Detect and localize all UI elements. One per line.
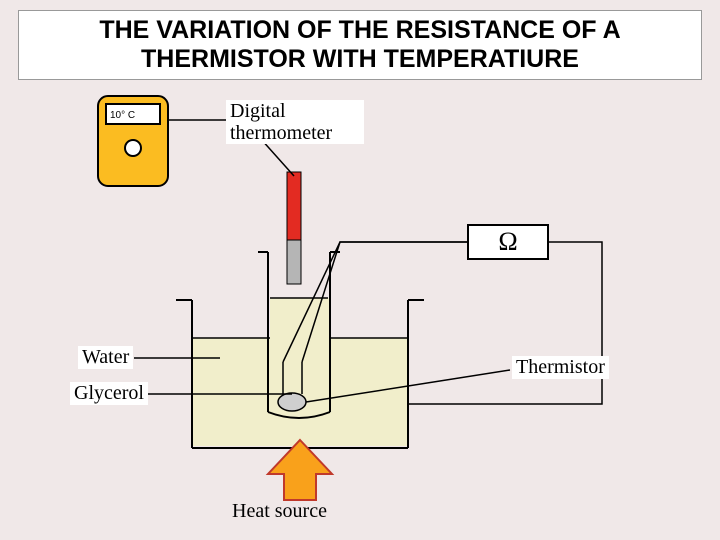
label-digital-thermometer: Digital thermometer bbox=[226, 100, 364, 144]
ohm-symbol: Ω bbox=[498, 227, 517, 256]
ohmmeter: Ω bbox=[468, 225, 548, 259]
temperature-probe bbox=[287, 172, 301, 284]
digital-thermometer-device: 10° C bbox=[98, 96, 168, 186]
label-thermistor: Thermistor bbox=[512, 356, 609, 379]
diagram-canvas: 10° C Ω bbox=[0, 0, 720, 540]
thermometer-display: 10° C bbox=[110, 110, 135, 121]
thermometer-button-icon bbox=[125, 140, 141, 156]
label-heat-source: Heat source bbox=[228, 500, 331, 523]
label-water: Water bbox=[78, 346, 133, 369]
label-glycerol: Glycerol bbox=[70, 382, 148, 405]
